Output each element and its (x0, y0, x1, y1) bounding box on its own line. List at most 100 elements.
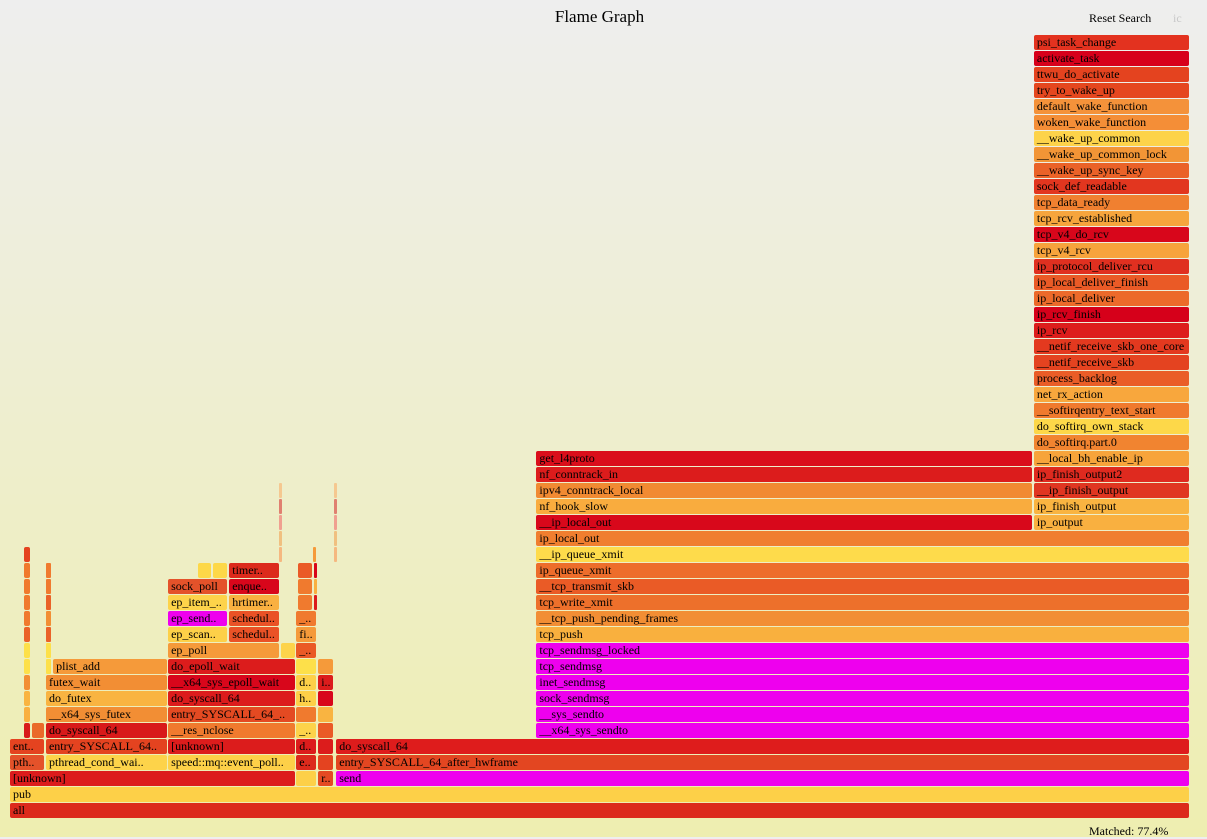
frame-entry-syscall-64[interactable]: entry_SYSCALL_64_.. (168, 707, 295, 722)
frame-r[interactable]: r.. (318, 771, 334, 786)
frame-schedul[interactable]: schedul.. (229, 611, 280, 626)
frame-sock-poll[interactable]: sock_poll (168, 579, 228, 594)
frame[interactable] (318, 707, 334, 722)
frame-ip-local-out[interactable]: __ip_local_out (536, 515, 1033, 530)
frame[interactable] (45, 595, 52, 610)
frame-tcp-v4-do-rcv[interactable]: tcp_v4_do_rcv (1033, 227, 1189, 242)
frame-x64-sys-futex[interactable]: __x64_sys_futex (45, 707, 167, 722)
frame-d[interactable]: d.. (296, 675, 317, 690)
frame[interactable] (334, 515, 338, 530)
frame-[interactable]: _.. (296, 723, 317, 738)
frame-schedul[interactable]: schedul.. (229, 627, 280, 642)
frame-woken-wake-function[interactable]: woken_wake_function (1033, 115, 1189, 130)
frame-e[interactable]: e.. (296, 755, 317, 770)
frame-tcp-push[interactable]: tcp_push (536, 627, 1189, 642)
frame-ip-finish-output[interactable]: __ip_finish_output (1033, 483, 1189, 498)
frame[interactable] (318, 739, 334, 754)
frame-net-rx-action[interactable]: net_rx_action (1033, 387, 1189, 402)
frame-[interactable]: _.. (296, 611, 317, 626)
frame-tcp-sendmsg[interactable]: tcp_sendmsg (536, 659, 1189, 674)
frame[interactable] (24, 579, 31, 594)
frame-pth[interactable]: pth.. (10, 755, 45, 770)
frame[interactable] (24, 691, 31, 706)
frame[interactable] (24, 707, 31, 722)
frame-do-syscall-64[interactable]: do_syscall_64 (45, 723, 167, 738)
frame[interactable] (296, 771, 317, 786)
frame-nf-conntrack-in[interactable]: nf_conntrack_in (536, 467, 1033, 482)
frame[interactable] (24, 643, 31, 658)
frame-tcp-sendmsg-locked[interactable]: tcp_sendmsg_locked (536, 643, 1189, 658)
frame-softirqentry-text-start[interactable]: __softirqentry_text_start (1033, 403, 1189, 418)
frame[interactable] (24, 547, 31, 562)
frame-all[interactable]: all (10, 803, 1189, 818)
frame-pub[interactable]: pub (10, 787, 1189, 802)
frame[interactable] (298, 563, 313, 578)
frame[interactable] (24, 563, 31, 578)
frame[interactable] (318, 659, 334, 674)
frame-ip-rcv-finish[interactable]: ip_rcv_finish (1033, 307, 1189, 322)
frame-ipv4-conntrack-local[interactable]: ipv4_conntrack_local (536, 483, 1033, 498)
frame-res-nclose[interactable]: __res_nclose (168, 723, 295, 738)
frame[interactable] (45, 611, 52, 626)
frame-do-softirq-part-0[interactable]: do_softirq.part.0 (1033, 435, 1189, 450)
frame-ip-protocol-deliver-rcu[interactable]: ip_protocol_deliver_rcu (1033, 259, 1189, 274)
frame-sock-def-readable[interactable]: sock_def_readable (1033, 179, 1189, 194)
ignore-case-toggle[interactable]: ic (1173, 11, 1182, 25)
frame[interactable] (318, 755, 334, 770)
frame-unknown[interactable]: [unknown] (168, 739, 295, 754)
frame[interactable] (279, 483, 283, 498)
frame-entry-syscall-64[interactable]: entry_SYSCALL_64.. (45, 739, 167, 754)
frame-fi[interactable]: fi.. (296, 627, 317, 642)
frame-sock-sendmsg[interactable]: sock_sendmsg (536, 691, 1189, 706)
frame[interactable] (279, 499, 283, 514)
frame[interactable] (296, 659, 317, 674)
frame[interactable] (45, 627, 52, 642)
frame-local-bh-enable-ip[interactable]: __local_bh_enable_ip (1033, 451, 1189, 466)
frame[interactable] (32, 723, 45, 738)
frame-netif-receive-skb-one-core[interactable]: __netif_receive_skb_one_core (1033, 339, 1189, 354)
frame-hrtimer[interactable]: hrtimer.. (229, 595, 280, 610)
frame-h[interactable]: h.. (296, 691, 317, 706)
frame[interactable] (24, 659, 31, 674)
frame[interactable] (298, 595, 313, 610)
frame[interactable] (45, 563, 52, 578)
frame-d[interactable]: d.. (296, 739, 317, 754)
frame[interactable] (314, 563, 318, 578)
frame-default-wake-function[interactable]: default_wake_function (1033, 99, 1189, 114)
frame-plist-add[interactable]: plist_add (53, 659, 167, 674)
frame[interactable] (45, 579, 52, 594)
frame-tcp-write-xmit[interactable]: tcp_write_xmit (536, 595, 1189, 610)
frame[interactable] (313, 547, 317, 562)
reset-search-button[interactable]: Reset Search (1089, 11, 1152, 25)
frame-[interactable]: _.. (296, 643, 317, 658)
frame[interactable] (24, 595, 31, 610)
frame-ip-rcv[interactable]: ip_rcv (1033, 323, 1189, 338)
frame-do-futex[interactable]: do_futex (45, 691, 167, 706)
frame-activate-task[interactable]: activate_task (1033, 51, 1189, 66)
frame-ip-output[interactable]: ip_output (1033, 515, 1189, 530)
frame-tcp-transmit-skb[interactable]: __tcp_transmit_skb (536, 579, 1189, 594)
frame-ip-local-deliver-finish[interactable]: ip_local_deliver_finish (1033, 275, 1189, 290)
frame[interactable] (24, 611, 31, 626)
frame-ep-poll[interactable]: ep_poll (168, 643, 280, 658)
frame-futex-wait[interactable]: futex_wait (45, 675, 167, 690)
frame-do-softirq-own-stack[interactable]: do_softirq_own_stack (1033, 419, 1189, 434)
frame[interactable] (314, 579, 318, 594)
frame-x64-sys-sendto[interactable]: __x64_sys_sendto (536, 723, 1189, 738)
frame-ip-finish-output2[interactable]: ip_finish_output2 (1033, 467, 1189, 482)
frame[interactable] (318, 723, 334, 738)
frame-tcp-v4-rcv[interactable]: tcp_v4_rcv (1033, 243, 1189, 258)
frame-tcp-push-pending-frames[interactable]: __tcp_push_pending_frames (536, 611, 1189, 626)
frame[interactable] (24, 675, 31, 690)
frame-i[interactable]: i.. (318, 675, 334, 690)
frame[interactable] (45, 643, 52, 658)
frame-sys-sendto[interactable]: __sys_sendto (536, 707, 1189, 722)
frame-process-backlog[interactable]: process_backlog (1033, 371, 1189, 386)
frame-tcp-data-ready[interactable]: tcp_data_ready (1033, 195, 1189, 210)
frame-ip-finish-output[interactable]: ip_finish_output (1033, 499, 1189, 514)
frame-get-l4proto[interactable]: get_l4proto (536, 451, 1033, 466)
frame[interactable] (334, 483, 338, 498)
frame[interactable] (318, 691, 334, 706)
frame-pthread-cond-wai[interactable]: pthread_cond_wai.. (45, 755, 167, 770)
frame[interactable] (334, 547, 338, 562)
